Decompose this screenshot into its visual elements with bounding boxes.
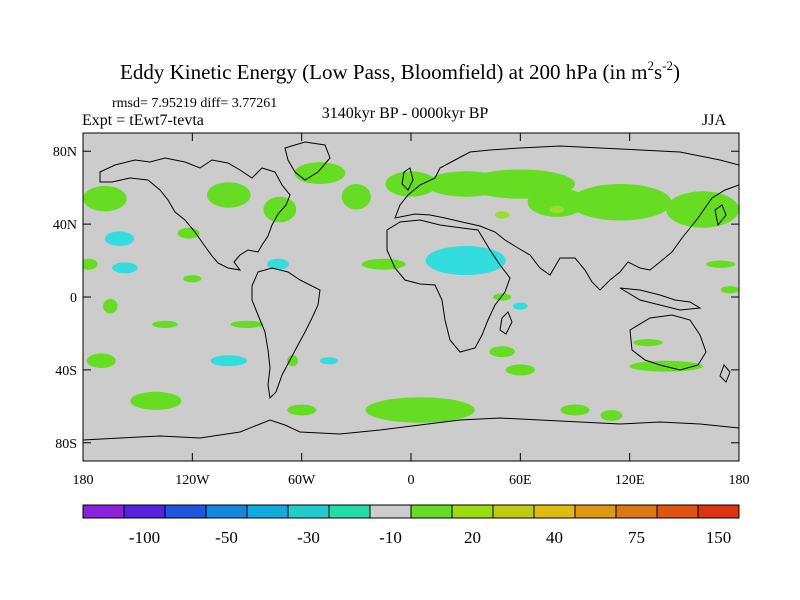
positive-anomaly-region	[103, 298, 118, 314]
positive-anomaly-region	[86, 353, 116, 369]
positive-anomaly-region	[720, 286, 739, 294]
positive-anomaly-region	[361, 258, 406, 270]
lat-tick-label: 0	[70, 291, 77, 306]
positive-anomaly-region	[505, 364, 535, 376]
colorbar-swatch	[615, 504, 658, 519]
colorbar-swatch	[82, 504, 125, 519]
colorbar-swatch	[287, 504, 330, 519]
season-label: JJA	[702, 112, 727, 129]
colorbar-swatch	[451, 504, 494, 519]
positive-anomaly-region	[230, 320, 264, 328]
coast-greenland	[284, 141, 331, 181]
coast-new-zealand	[719, 364, 731, 383]
positive-anomaly-region	[666, 191, 739, 228]
coast-antarctica	[83, 417, 739, 441]
coast-japan	[714, 204, 727, 227]
colorbar-label: -50	[215, 528, 238, 547]
lat-tick-label: 80N	[53, 145, 77, 160]
coastlines	[83, 141, 739, 441]
positive-anomaly-region	[527, 187, 586, 217]
positive-anomaly-region	[600, 409, 623, 421]
coast-africa	[386, 219, 511, 353]
colorbar-swatch	[492, 504, 535, 519]
positive-anomaly-region	[152, 320, 178, 328]
colorbar-swatch	[697, 504, 740, 519]
positive-anomaly-region	[287, 404, 317, 416]
field-contours	[83, 162, 739, 423]
colorbar-label: -100	[129, 528, 160, 547]
negative-anomaly-region	[267, 258, 289, 270]
negative-anomaly-region	[319, 357, 339, 365]
coast-south-america	[251, 267, 321, 400]
positive-anomaly-peak	[549, 205, 565, 214]
positive-anomaly-region	[633, 338, 663, 347]
negative-anomaly-region	[513, 302, 528, 310]
lat-tick-label: 40S	[55, 364, 77, 379]
axis-ticks: 80N 40N 0 40S 80S 180 120W 60W 0 60E 120E 180	[53, 133, 750, 488]
positive-anomaly-region	[706, 260, 736, 268]
colorbar-swatch	[369, 504, 412, 519]
lon-tick-label: 60E	[509, 473, 532, 488]
colorbar-swatch	[410, 504, 453, 519]
coast-north-america	[99, 157, 291, 271]
colorbar-swatch	[328, 504, 371, 519]
positive-anomaly-region	[287, 355, 299, 367]
positive-anomaly-region	[263, 196, 297, 223]
positive-anomaly-region	[569, 184, 672, 221]
positive-anomaly-region	[294, 162, 346, 185]
coast-british-isles	[401, 167, 414, 191]
positive-anomaly-region	[341, 184, 371, 210]
coast-australia	[629, 314, 707, 371]
coast-eurasia	[394, 145, 739, 291]
positive-anomaly-region	[183, 275, 202, 283]
rmsd-diff-stats: rmsd= 7.95219 diff= 3.77261	[112, 96, 278, 111]
experiment-label: Expt = tEwt7-tevta	[82, 112, 204, 129]
coast-indonesia	[619, 287, 702, 311]
lon-tick-label: 180	[729, 473, 750, 488]
colorbar: -100 -50 -30 -10 20 40 75 150	[82, 504, 740, 547]
positive-anomaly-region	[493, 293, 512, 301]
positive-anomaly-region	[83, 258, 98, 270]
lon-tick-label: 180	[73, 473, 94, 488]
coast-madagascar	[499, 311, 513, 335]
colorbar-label: 150	[706, 528, 732, 547]
colorbar-swatch	[164, 504, 207, 519]
colorbar-swatch	[246, 504, 289, 519]
positive-anomaly-peak	[494, 211, 510, 219]
colorbar-label: 40	[546, 528, 563, 547]
colorbar-label: -10	[379, 528, 402, 547]
colorbar-label: 20	[464, 528, 481, 547]
lon-tick-label: 120W	[175, 473, 210, 488]
lat-tick-label: 80S	[55, 437, 77, 452]
positive-anomaly-region	[206, 182, 251, 208]
positive-anomaly-region	[365, 397, 475, 423]
colorbar-label: -30	[297, 528, 320, 547]
negative-anomaly-region	[425, 245, 506, 276]
colorbar-swatch	[123, 504, 166, 519]
lon-tick-label: 60W	[288, 473, 316, 488]
colorbar-swatch	[533, 504, 576, 519]
positive-anomaly-region	[130, 391, 182, 410]
positive-anomaly-region	[560, 404, 590, 416]
colorbar-label: 75	[628, 528, 645, 547]
map-title: Eddy Kinetic Energy (Low Pass, Bloomfiel…	[120, 58, 680, 84]
negative-anomaly-region	[104, 231, 135, 246]
time-period-label: 3140kyr BP - 0000kyr BP	[321, 105, 489, 122]
lon-tick-label: 120E	[615, 473, 645, 488]
lon-tick-label: 0	[408, 473, 415, 488]
positive-anomaly-region	[83, 185, 127, 212]
lat-tick-label: 40N	[53, 218, 77, 233]
negative-anomaly-region	[210, 355, 247, 367]
colorbar-swatch	[205, 504, 248, 519]
colorbar-swatch	[574, 504, 617, 519]
positive-anomaly-region	[489, 346, 515, 358]
negative-anomaly-region	[112, 262, 138, 274]
colorbar-swatch	[656, 504, 699, 519]
